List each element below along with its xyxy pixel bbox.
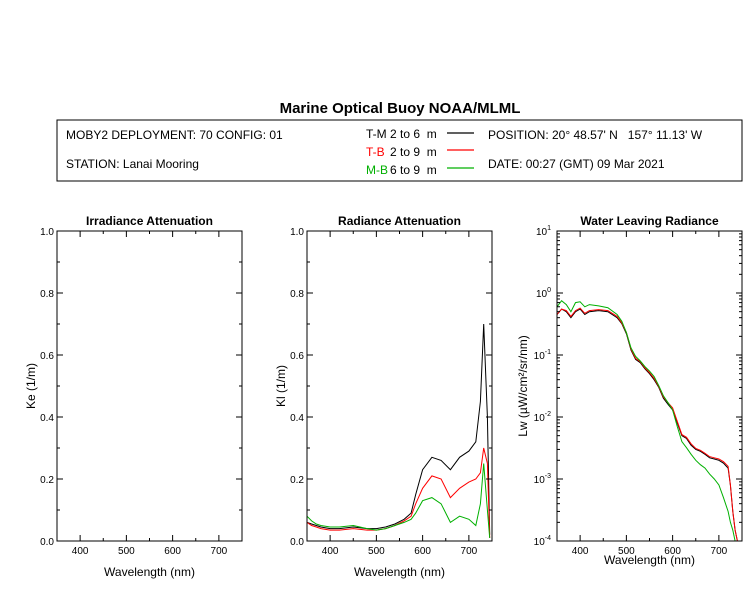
legend-code-tb: T-B <box>366 145 385 159</box>
radiance-attenuation-panel: 400 500 600 700 0.0 0.2 0.4 0.6 0.8 1.0 Radiance A… <box>274 214 493 579</box>
radiance-attenuation-xtick-label: 500 <box>368 546 385 557</box>
radiance-attenuation-ytick-label: 0.8 <box>290 289 304 300</box>
irradiance-attenuation-panel: 400 500 600 700 0.0 0.2 0.4 0.6 0.8 1.0 Irradiance… <box>24 214 243 579</box>
water-leaving-radiance-ytick-label: 101 <box>536 225 551 238</box>
info-box-border <box>56 119 743 182</box>
water-leaving-radiance-xlabel: Wavelength (nm) <box>604 553 695 567</box>
chart-panels: 400 500 600 700 0.0 0.2 0.4 0.6 0.8 1.0 Irradiance… <box>24 214 743 579</box>
radiance-attenuation-ytick-label: 0.6 <box>290 351 304 362</box>
water-leaving-radiance-title: Water Leaving Radiance <box>580 214 719 228</box>
water-leaving-radiance-ytick-label: 10-3 <box>534 473 551 486</box>
station-text: STATION: Lanai Mooring <box>66 157 199 171</box>
radiance-attenuation-frame <box>306 230 493 542</box>
water-leaving-radiance-panel: 400 500 600 700 101 100 10-1 10-2 10-3 10-4 Water … <box>516 214 743 567</box>
water-leaving-radiance-frame <box>556 230 743 542</box>
legend-range-mb: 6 to 9 m <box>390 163 437 177</box>
irradiance-attenuation-title: Irradiance Attenuation <box>86 214 213 228</box>
radiance-attenuation-xtick-label: 400 <box>322 546 339 557</box>
radiance-attenuation-series-m-b <box>307 463 491 538</box>
water-leaving-radiance-ylabel: Lw (µW/cm²/sr/nm) <box>516 335 530 437</box>
water-leaving-radiance-xtick-label: 600 <box>664 546 681 557</box>
info-box: MOBY2 DEPLOYMENT: 70 CONFIG: 01 STATION:… <box>56 119 743 182</box>
irradiance-attenuation-xtick-label: 700 <box>211 546 228 557</box>
figure-title: Marine Optical Buoy NOAA/MLML <box>280 100 521 117</box>
irradiance-attenuation-ytick-label: 0.0 <box>40 537 54 548</box>
legend: T-M 2 to 6 m T-B 2 to 9 m M-B 6 to 9 m <box>366 127 474 177</box>
water-leaving-radiance-xtick-label: 700 <box>711 546 728 557</box>
irradiance-attenuation-ytick-label: 0.8 <box>40 289 54 300</box>
radiance-attenuation-ylabel: Kl (1/m) <box>274 365 288 407</box>
radiance-attenuation-ytick-label: 0.2 <box>290 475 304 486</box>
radiance-attenuation-series-t-b <box>307 447 491 538</box>
radiance-attenuation-ytick-label: 0.0 <box>290 537 304 548</box>
irradiance-attenuation-xtick-label: 400 <box>72 546 89 557</box>
irradiance-attenuation-ytick-label: 0.4 <box>40 413 54 424</box>
radiance-attenuation-ytick-label: 0.4 <box>290 413 304 424</box>
radiance-attenuation-title: Radiance Attenuation <box>338 214 461 228</box>
deployment-text: MOBY2 DEPLOYMENT: 70 CONFIG: 01 <box>66 128 283 142</box>
radiance-attenuation-xtick-label: 600 <box>414 546 431 557</box>
water-leaving-radiance-ytick-label: 100 <box>536 287 551 300</box>
legend-range-tb: 2 to 9 m <box>390 145 437 159</box>
irradiance-attenuation-ylabel: Ke (1/m) <box>24 363 38 409</box>
radiance-attenuation-xtick-label: 700 <box>461 546 478 557</box>
legend-range-tm: 2 to 6 m <box>390 127 437 141</box>
water-leaving-radiance-series-t-b <box>557 307 738 541</box>
water-leaving-radiance-series-m-b <box>557 299 738 541</box>
legend-code-mb: M-B <box>366 163 388 177</box>
irradiance-attenuation-ytick-label: 0.2 <box>40 475 54 486</box>
radiance-attenuation-xlabel: Wavelength (nm) <box>354 565 445 579</box>
position-text: POSITION: 20° 48.57' N 157° 11.13' W <box>488 128 703 142</box>
water-leaving-radiance-series-t-m <box>557 308 738 541</box>
irradiance-attenuation-frame <box>56 230 243 542</box>
irradiance-attenuation-ytick-label: 1.0 <box>40 227 54 238</box>
water-leaving-radiance-ytick-label: 10-4 <box>534 535 551 548</box>
radiance-attenuation-ytick-label: 1.0 <box>290 227 304 238</box>
water-leaving-radiance-ytick-label: 10-1 <box>534 349 551 362</box>
water-leaving-radiance-ytick-label: 10-2 <box>534 411 551 424</box>
irradiance-attenuation-xlabel: Wavelength (nm) <box>104 565 195 579</box>
water-leaving-radiance-xtick-label: 400 <box>572 546 589 557</box>
date-text: DATE: 00:27 (GMT) 09 Mar 2021 <box>488 157 665 171</box>
radiance-attenuation-series-t-m <box>307 323 491 535</box>
irradiance-attenuation-xtick-label: 500 <box>118 546 135 557</box>
irradiance-attenuation-ytick-label: 0.6 <box>40 351 54 362</box>
irradiance-attenuation-xtick-label: 600 <box>164 546 181 557</box>
legend-code-tm: T-M <box>366 127 387 141</box>
water-leaving-radiance-xtick-label: 500 <box>618 546 635 557</box>
